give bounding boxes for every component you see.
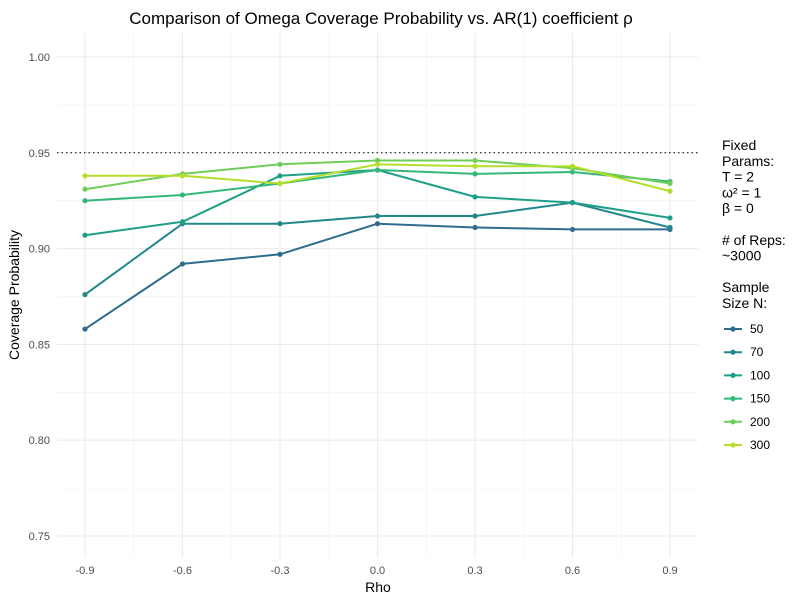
x-tick-label: -0.3: [271, 565, 290, 577]
point-n50: [569, 226, 576, 233]
y-axis-ticks: 0.75 0.80 0.85 0.90 0.95 1.00: [29, 52, 50, 543]
point-n300: [277, 180, 283, 187]
chart-title: Comparison of Omega Coverage Probability…: [129, 9, 633, 28]
point-n200: [82, 186, 88, 192]
legend-text-line: β = 0: [722, 200, 754, 216]
point-n150: [374, 167, 381, 173]
legend-text-line: # of Reps:: [722, 232, 786, 248]
point-n50: [472, 224, 478, 231]
legend-text-line: ω² = 1: [722, 184, 762, 200]
point-n70: [277, 221, 283, 227]
y-tick-label: 0.80: [29, 435, 50, 447]
point-n100: [179, 219, 186, 225]
series-lines: [82, 157, 673, 332]
point-n300: [472, 163, 478, 169]
point-n150: [82, 198, 88, 204]
y-axis-label: Coverage Probability: [6, 230, 22, 360]
x-tick-label: 0.6: [565, 565, 580, 577]
point-n70: [374, 213, 381, 219]
point-n70: [82, 291, 88, 298]
legend-key-label: 50: [750, 322, 764, 336]
x-tick-label: -0.6: [173, 565, 192, 577]
point-n50: [82, 326, 88, 332]
legend-text-line: Params:: [722, 153, 774, 169]
x-axis-label: Rho: [365, 579, 391, 595]
point-n150: [569, 169, 576, 175]
point-n50: [179, 261, 186, 267]
point-n300: [667, 188, 673, 194]
point-n200: [667, 180, 673, 187]
legend-text-line: T = 2: [722, 169, 754, 185]
legend-key-label: 70: [750, 345, 764, 359]
x-tick-label: -0.9: [76, 565, 95, 577]
legend-key-point: [730, 442, 736, 448]
point-n100: [82, 232, 88, 238]
point-n100: [667, 215, 673, 221]
legend-key-point: [730, 349, 736, 355]
point-n200: [374, 157, 381, 164]
y-tick-label: 0.95: [29, 148, 50, 160]
legend-key-point: [730, 372, 736, 378]
y-tick-label: 1.00: [29, 52, 50, 64]
x-axis-ticks: -0.9 -0.6 -0.3 0.0 0.3 0.6 0.9: [76, 565, 678, 577]
legend-text-line: Size N:: [722, 295, 767, 311]
x-tick-label: 0.0: [370, 565, 385, 577]
point-n100: [569, 200, 576, 206]
legend-key-point: [730, 419, 736, 425]
point-n50: [277, 251, 283, 257]
point-n70: [472, 213, 478, 219]
point-n300: [374, 161, 381, 167]
point-n300: [82, 173, 88, 179]
legend-text-line: ~3000: [722, 248, 762, 264]
legend-key-point: [730, 326, 736, 332]
x-tick-label: 0.3: [467, 565, 482, 577]
point-n100: [277, 173, 283, 179]
point-n300: [569, 163, 576, 169]
legend-key-point: [730, 396, 736, 402]
point-n150: [179, 192, 186, 198]
point-n100: [472, 194, 478, 200]
point-n50: [374, 221, 381, 227]
point-n200: [472, 157, 478, 164]
grid: [57, 33, 698, 558]
y-tick-label: 0.90: [29, 244, 50, 256]
y-tick-label: 0.85: [29, 339, 50, 351]
legend-key-label: 100: [750, 368, 770, 382]
point-n70: [667, 224, 673, 231]
legend-key-label: 200: [750, 415, 770, 429]
point-n150: [472, 171, 478, 177]
point-n300: [179, 173, 186, 179]
x-tick-label: 0.9: [662, 565, 677, 577]
legend-text-line: Fixed: [722, 137, 756, 153]
legend-text-line: Sample: [722, 279, 770, 295]
legend-key-label: 150: [750, 392, 770, 406]
legend-key-label: 300: [750, 438, 770, 452]
y-tick-label: 0.75: [29, 531, 50, 543]
point-n200: [277, 161, 283, 167]
